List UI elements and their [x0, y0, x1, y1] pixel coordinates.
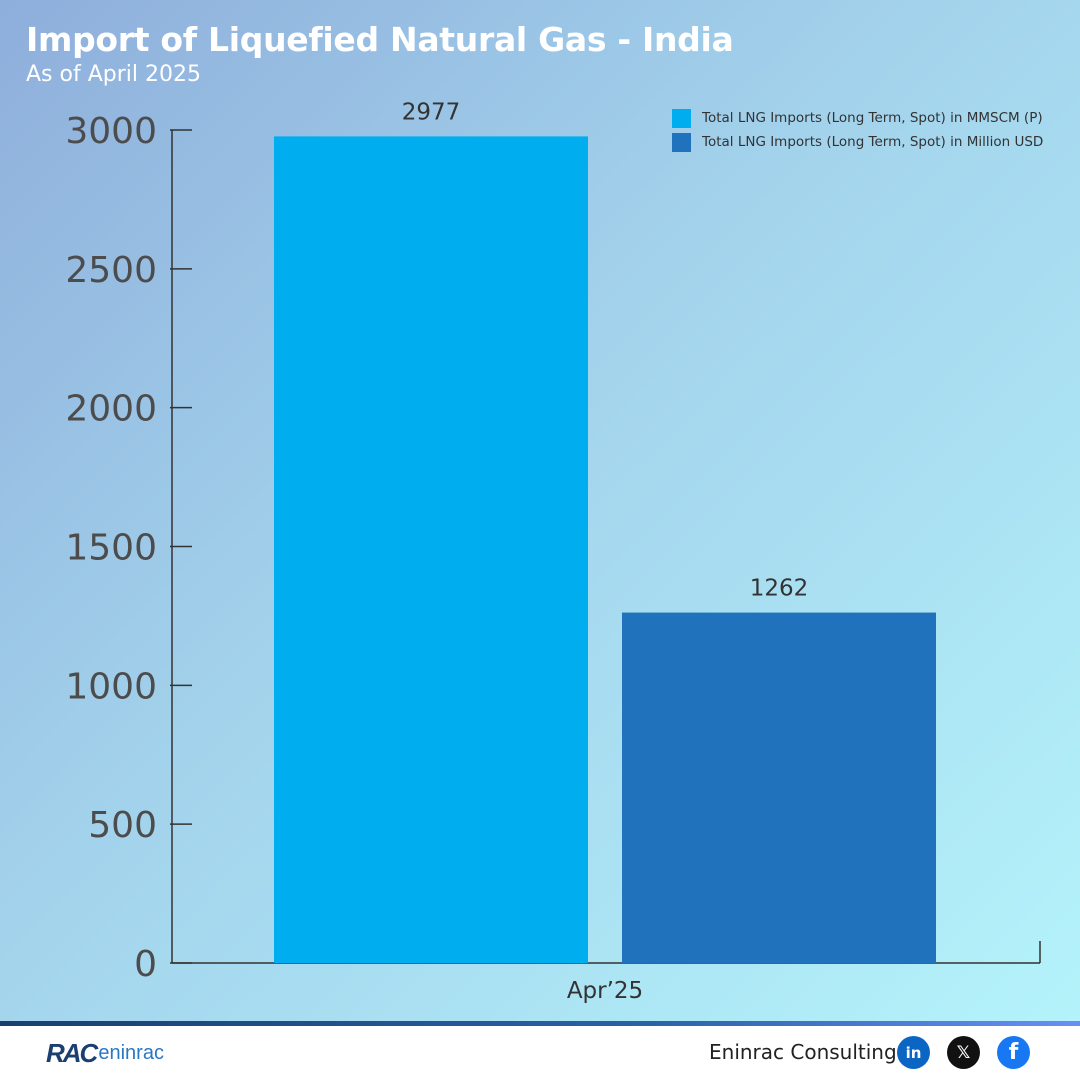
footer: RAC eninrac Eninrac Consulting in 𝕏 f — [0, 1026, 1080, 1080]
y-tick-label: 0 — [134, 944, 157, 985]
legend-item-mmscm: Total LNG Imports (Long Term, Spot) in M… — [672, 106, 1043, 130]
legend-label-usd: Total LNG Imports (Long Term, Spot) in M… — [702, 134, 1044, 150]
logo-rac-text: RAC — [46, 1038, 98, 1068]
eninrac-logo: RAC eninrac — [46, 1038, 164, 1069]
y-tick-label: 500 — [88, 805, 157, 846]
legend-swatch-mmscm — [672, 108, 691, 128]
bar-chart: 0 500 1000 1500 2000 2500 3000 2977 1262 Apr’25 — [65, 99, 1041, 1004]
y-tick-label: 3000 — [65, 111, 157, 152]
linkedin-icon[interactable]: in — [897, 1036, 930, 1069]
y-tick-label: 2000 — [65, 389, 157, 430]
chart-title: Import of Liquefied Natural Gas - India — [26, 20, 734, 59]
data-label-usd: 1262 — [750, 576, 809, 602]
legend-item-usd: Total LNG Imports (Long Term, Spot) in M… — [672, 130, 1043, 154]
legend: Total LNG Imports (Long Term, Spot) in M… — [672, 106, 1043, 154]
data-label-mmscm: 2977 — [402, 99, 461, 125]
bar-usd — [622, 612, 936, 963]
bar-mmscm — [274, 136, 588, 963]
y-tick-label: 2500 — [65, 250, 157, 291]
company-name: Eninrac Consulting — [709, 1040, 897, 1064]
y-tick-label: 1000 — [65, 666, 157, 707]
logo-eninrac-text: eninrac — [98, 1042, 164, 1064]
legend-swatch-usd — [672, 132, 691, 152]
facebook-icon[interactable]: f — [997, 1036, 1030, 1069]
y-tick-label: 1500 — [65, 528, 157, 569]
chart-subtitle: As of April 2025 — [26, 62, 201, 87]
footer-divider — [0, 1021, 1080, 1026]
x-icon[interactable]: 𝕏 — [947, 1036, 980, 1069]
legend-label-mmscm: Total LNG Imports (Long Term, Spot) in M… — [702, 110, 1043, 126]
x-category-label: Apr’25 — [567, 978, 643, 1004]
